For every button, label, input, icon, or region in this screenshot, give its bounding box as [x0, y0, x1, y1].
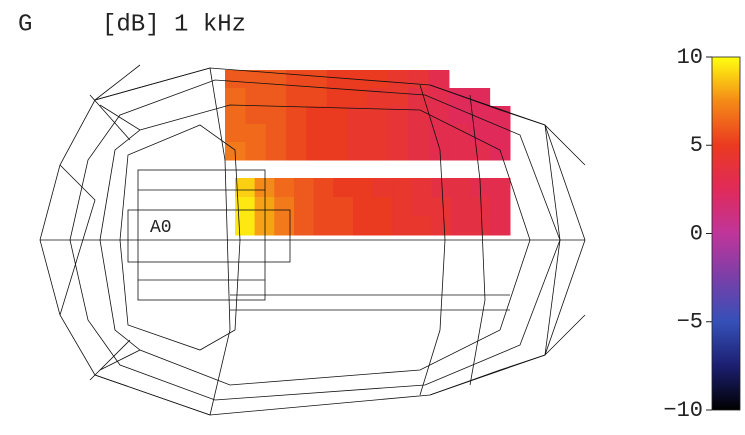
heat-cell [314, 216, 334, 236]
heat-cell [471, 216, 491, 236]
heat-cell [274, 178, 294, 198]
heat-cell [451, 178, 471, 198]
figure: G [dB] 1 kHz A0 10 5 0 −5 −10 [0, 0, 745, 435]
heat-cell [353, 178, 373, 198]
heat-cell [347, 142, 368, 161]
heat-cell [286, 106, 307, 125]
heat-cell [490, 178, 510, 198]
heat-cell [388, 124, 409, 143]
heat-cell [388, 70, 409, 89]
heat-cell [274, 216, 294, 236]
heat-cell [490, 106, 511, 125]
heat-cell [388, 142, 409, 161]
heat-cell [294, 216, 314, 236]
heat-cell [469, 142, 490, 161]
heat-cell [306, 88, 327, 107]
colorbar-tick-label: 10 [677, 45, 703, 70]
heat-cell [373, 216, 393, 236]
title: G [18, 11, 32, 38]
heat-cell [225, 70, 246, 89]
heat-cell [286, 124, 307, 143]
heat-cell [266, 124, 287, 143]
heat-cell [408, 124, 429, 143]
heat-cell [392, 197, 412, 217]
heat-cell [347, 124, 368, 143]
heat-cell [412, 216, 432, 236]
heat-cell [225, 88, 246, 107]
heat-cell [392, 216, 412, 236]
heat-cell [266, 106, 287, 125]
heat-cell [245, 106, 266, 125]
heat-cell [469, 88, 490, 107]
heat-cell [431, 197, 451, 217]
heat-cell [412, 178, 432, 198]
colorbar-tick-label: −5 [677, 310, 703, 335]
heat-cell [353, 216, 373, 236]
heat-cell [274, 197, 294, 217]
heat-cell [225, 124, 246, 143]
heat-cell [245, 70, 266, 89]
heat-cell [306, 70, 327, 89]
heatmap [225, 70, 511, 236]
heat-cell [451, 197, 471, 217]
heat-cell [368, 142, 389, 161]
heat-cell [449, 88, 470, 107]
heat-cell [388, 88, 409, 107]
heat-cell [314, 178, 334, 198]
colorbar-tick-label: −10 [663, 398, 703, 423]
heat-cell [306, 124, 327, 143]
heat-cell [373, 197, 393, 217]
heat-cell [373, 178, 393, 198]
heat-cell [392, 178, 412, 198]
heat-cell [451, 216, 471, 236]
heat-cell [408, 142, 429, 161]
heat-cell [408, 70, 429, 89]
heat-cell [266, 88, 287, 107]
heat-cell [286, 142, 307, 161]
colorbar-tick-label: 0 [690, 221, 703, 246]
heat-cell [412, 197, 432, 217]
heat-cell [408, 106, 429, 125]
heat-cell [225, 106, 246, 125]
heat-cell [245, 142, 266, 161]
heat-cell [314, 197, 334, 217]
heat-cell [333, 197, 353, 217]
heat-cell [353, 197, 373, 217]
heat-cell [429, 142, 450, 161]
heat-cell [449, 106, 470, 125]
heat-cell [245, 88, 266, 107]
heat-cell [490, 216, 510, 236]
heat-cell [245, 124, 266, 143]
heat-cell [368, 70, 389, 89]
heat-cell [368, 124, 389, 143]
heat-cell [449, 142, 470, 161]
heat-cell [327, 70, 348, 89]
annotation: A0 [150, 218, 172, 238]
heat-cell [327, 124, 348, 143]
heat-cell [333, 178, 353, 198]
subtitle: [dB] 1 kHz [102, 11, 246, 38]
heat-cell [235, 216, 255, 236]
heat-cell [235, 178, 255, 198]
heat-cell [490, 197, 510, 217]
colorbar [712, 57, 740, 410]
heat-cell [294, 197, 314, 217]
heat-cell [388, 106, 409, 125]
heat-cell [306, 106, 327, 125]
heat-cell [327, 106, 348, 125]
heat-cell [327, 88, 348, 107]
heat-cell [306, 142, 327, 161]
heat-cell [333, 216, 353, 236]
colorbar-tick-label: 5 [690, 133, 703, 158]
heat-cell [266, 142, 287, 161]
heat-cell [294, 178, 314, 198]
heat-cell [429, 124, 450, 143]
heat-cell [327, 142, 348, 161]
heat-cell [431, 216, 451, 236]
heat-cell [286, 88, 307, 107]
